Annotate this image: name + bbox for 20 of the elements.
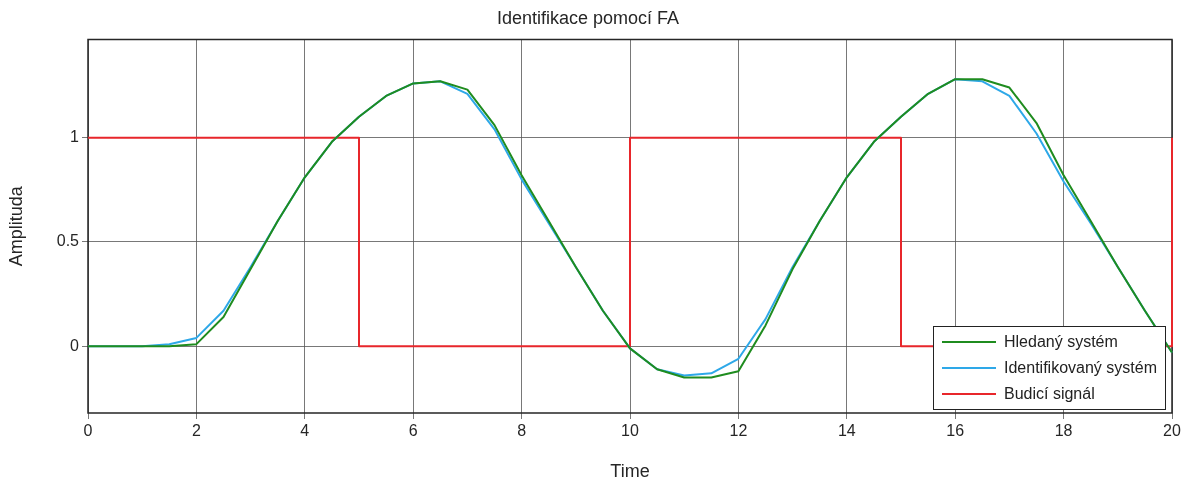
x-tick-label: 20 (1163, 422, 1181, 440)
x-tick-label: 4 (300, 422, 310, 440)
legend-label: Hledaný systém (1004, 333, 1118, 351)
x-tick-label: 12 (729, 422, 748, 440)
y-axis-title: Amplituda (5, 185, 26, 267)
y-tick-label: 1 (70, 128, 80, 146)
x-axis-title: Time (610, 461, 650, 482)
x-tick-label: 14 (837, 422, 856, 440)
x-tick-label: 2 (191, 422, 201, 440)
x-tick-label: 18 (1054, 422, 1073, 440)
x-tick-label: 6 (408, 422, 418, 440)
y-tick-label: 0.5 (56, 232, 80, 250)
x-tick-label: 10 (621, 422, 639, 440)
chart-title: Identifikace pomocí FA (496, 7, 680, 28)
x-tick-label: 8 (517, 422, 527, 440)
x-tick-label: 0 (83, 422, 93, 440)
y-tick-label: 0 (70, 336, 80, 354)
legend-label: Budicí signál (1004, 385, 1095, 403)
legend-label: Identifikovaný systém (1004, 359, 1157, 377)
x-tick-label: 16 (946, 422, 965, 440)
